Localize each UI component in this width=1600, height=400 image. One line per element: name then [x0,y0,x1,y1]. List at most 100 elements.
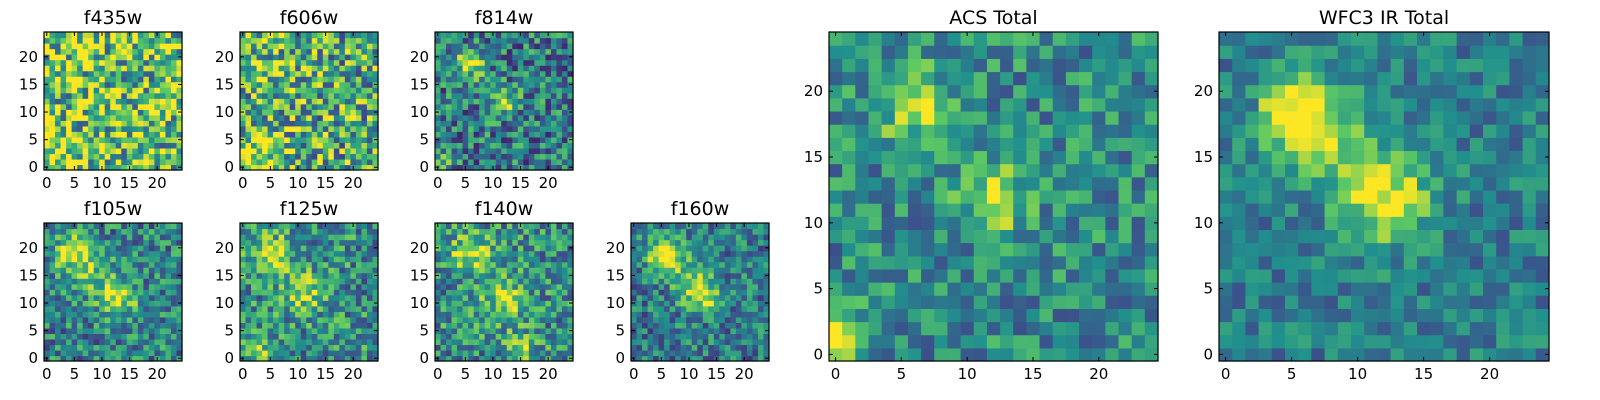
heatmap-cell [484,305,491,312]
heatmap-cell [115,338,122,346]
heatmap-cell [1079,321,1093,336]
y-tick-label: 15 [19,266,38,284]
heatmap-cell [44,37,51,44]
heatmap-cell [550,114,558,121]
heatmap-cell [278,223,285,230]
heatmap-cell [245,261,252,268]
heatmap-cell [517,136,524,143]
heatmap-cell [468,136,475,143]
heatmap-cell [523,136,530,143]
heatmap-cell [267,349,274,357]
heatmap-cell [457,300,464,307]
heatmap-cell [110,37,117,44]
heatmap-cell [159,37,167,44]
heatmap-cell [366,59,374,66]
heatmap-cell [440,223,447,230]
heatmap-cell [88,54,95,61]
heatmap-cell [121,250,128,257]
heatmap-cell [986,216,1001,230]
heatmap-cell [1026,308,1041,323]
heatmap-cell [894,229,909,244]
heatmap-cell [440,316,447,323]
heatmap-cell [143,327,150,334]
heatmap-cell [295,158,302,166]
heatmap-cell [121,256,128,263]
heatmap-cell [49,349,56,357]
heatmap-cell [245,223,252,230]
heatmap-cell [495,92,502,99]
heatmap-cell [550,316,558,323]
heatmap-cell [642,338,649,346]
heatmap-cell [1013,242,1027,257]
x-tick-label: 0 [42,365,52,383]
heatmap-cell [350,37,357,44]
heatmap-cell [495,125,502,132]
heatmap-cell [311,305,318,312]
heatmap-cell [328,109,335,116]
heatmap-cell [295,344,302,351]
heatmap-cell [457,283,464,290]
heatmap-cell [366,272,374,279]
heatmap-cell [148,228,155,235]
heatmap-cell [333,76,340,83]
heatmap-cell [550,327,558,334]
heatmap-cell [446,43,453,50]
heatmap-cell [550,250,558,257]
heatmap-cell [66,278,73,285]
heatmap-cell [495,54,502,61]
heatmap-cell [110,278,117,285]
heatmap-cell [724,261,731,268]
heatmap-cell [829,347,843,362]
heatmap-cell [355,267,363,274]
heatmap-cell [278,333,285,340]
x-tick-label: 10 [92,174,111,192]
heatmap-cell [506,355,513,362]
heatmap-cell [435,43,442,50]
heatmap-cell [132,267,139,274]
heatmap-cell [479,153,486,160]
heatmap-cell [137,120,144,127]
heatmap-cell [104,256,111,263]
heatmap-cell [534,250,541,257]
heatmap-cell [256,136,263,143]
heatmap-cell [339,131,346,138]
heatmap-cell [752,349,759,357]
heatmap-cell [121,289,128,296]
heatmap-cell [99,147,106,155]
heatmap-cell [88,131,95,138]
heatmap-cell [126,158,133,166]
heatmap-cell [71,120,78,127]
heatmap-cell [730,327,737,334]
heatmap-cell [468,250,475,257]
heatmap-cell [88,103,95,110]
heatmap-cell [1065,295,1080,309]
heatmap-cell [1092,308,1106,323]
heatmap-cell [708,327,715,334]
heatmap-cell [829,308,843,323]
heatmap-cell [273,109,280,116]
heatmap-cell [642,344,649,351]
heatmap-cell [1092,282,1106,296]
heatmap-cell [355,294,363,301]
heatmap-cell [567,92,574,99]
heatmap-cell [506,92,513,99]
heatmap-cell [71,59,78,66]
heatmap-cell [473,142,480,149]
heatmap-cell [435,239,442,246]
heatmap-cell [446,289,453,296]
heatmap-cell [350,76,357,83]
heatmap-cell [697,234,704,241]
heatmap-cell [829,295,843,309]
heatmap-cell [473,223,480,230]
heatmap-cell [93,114,100,121]
heatmap-cell [361,344,368,351]
heatmap-cell [702,245,709,252]
heatmap-cell [735,316,742,323]
heatmap-cell [501,81,508,88]
heatmap-cell [512,294,519,301]
heatmap-cell [251,54,258,61]
heatmap-cell [110,54,117,61]
heatmap-cell [306,136,313,143]
heatmap-cell [93,245,100,252]
heatmap-cell [752,256,759,263]
